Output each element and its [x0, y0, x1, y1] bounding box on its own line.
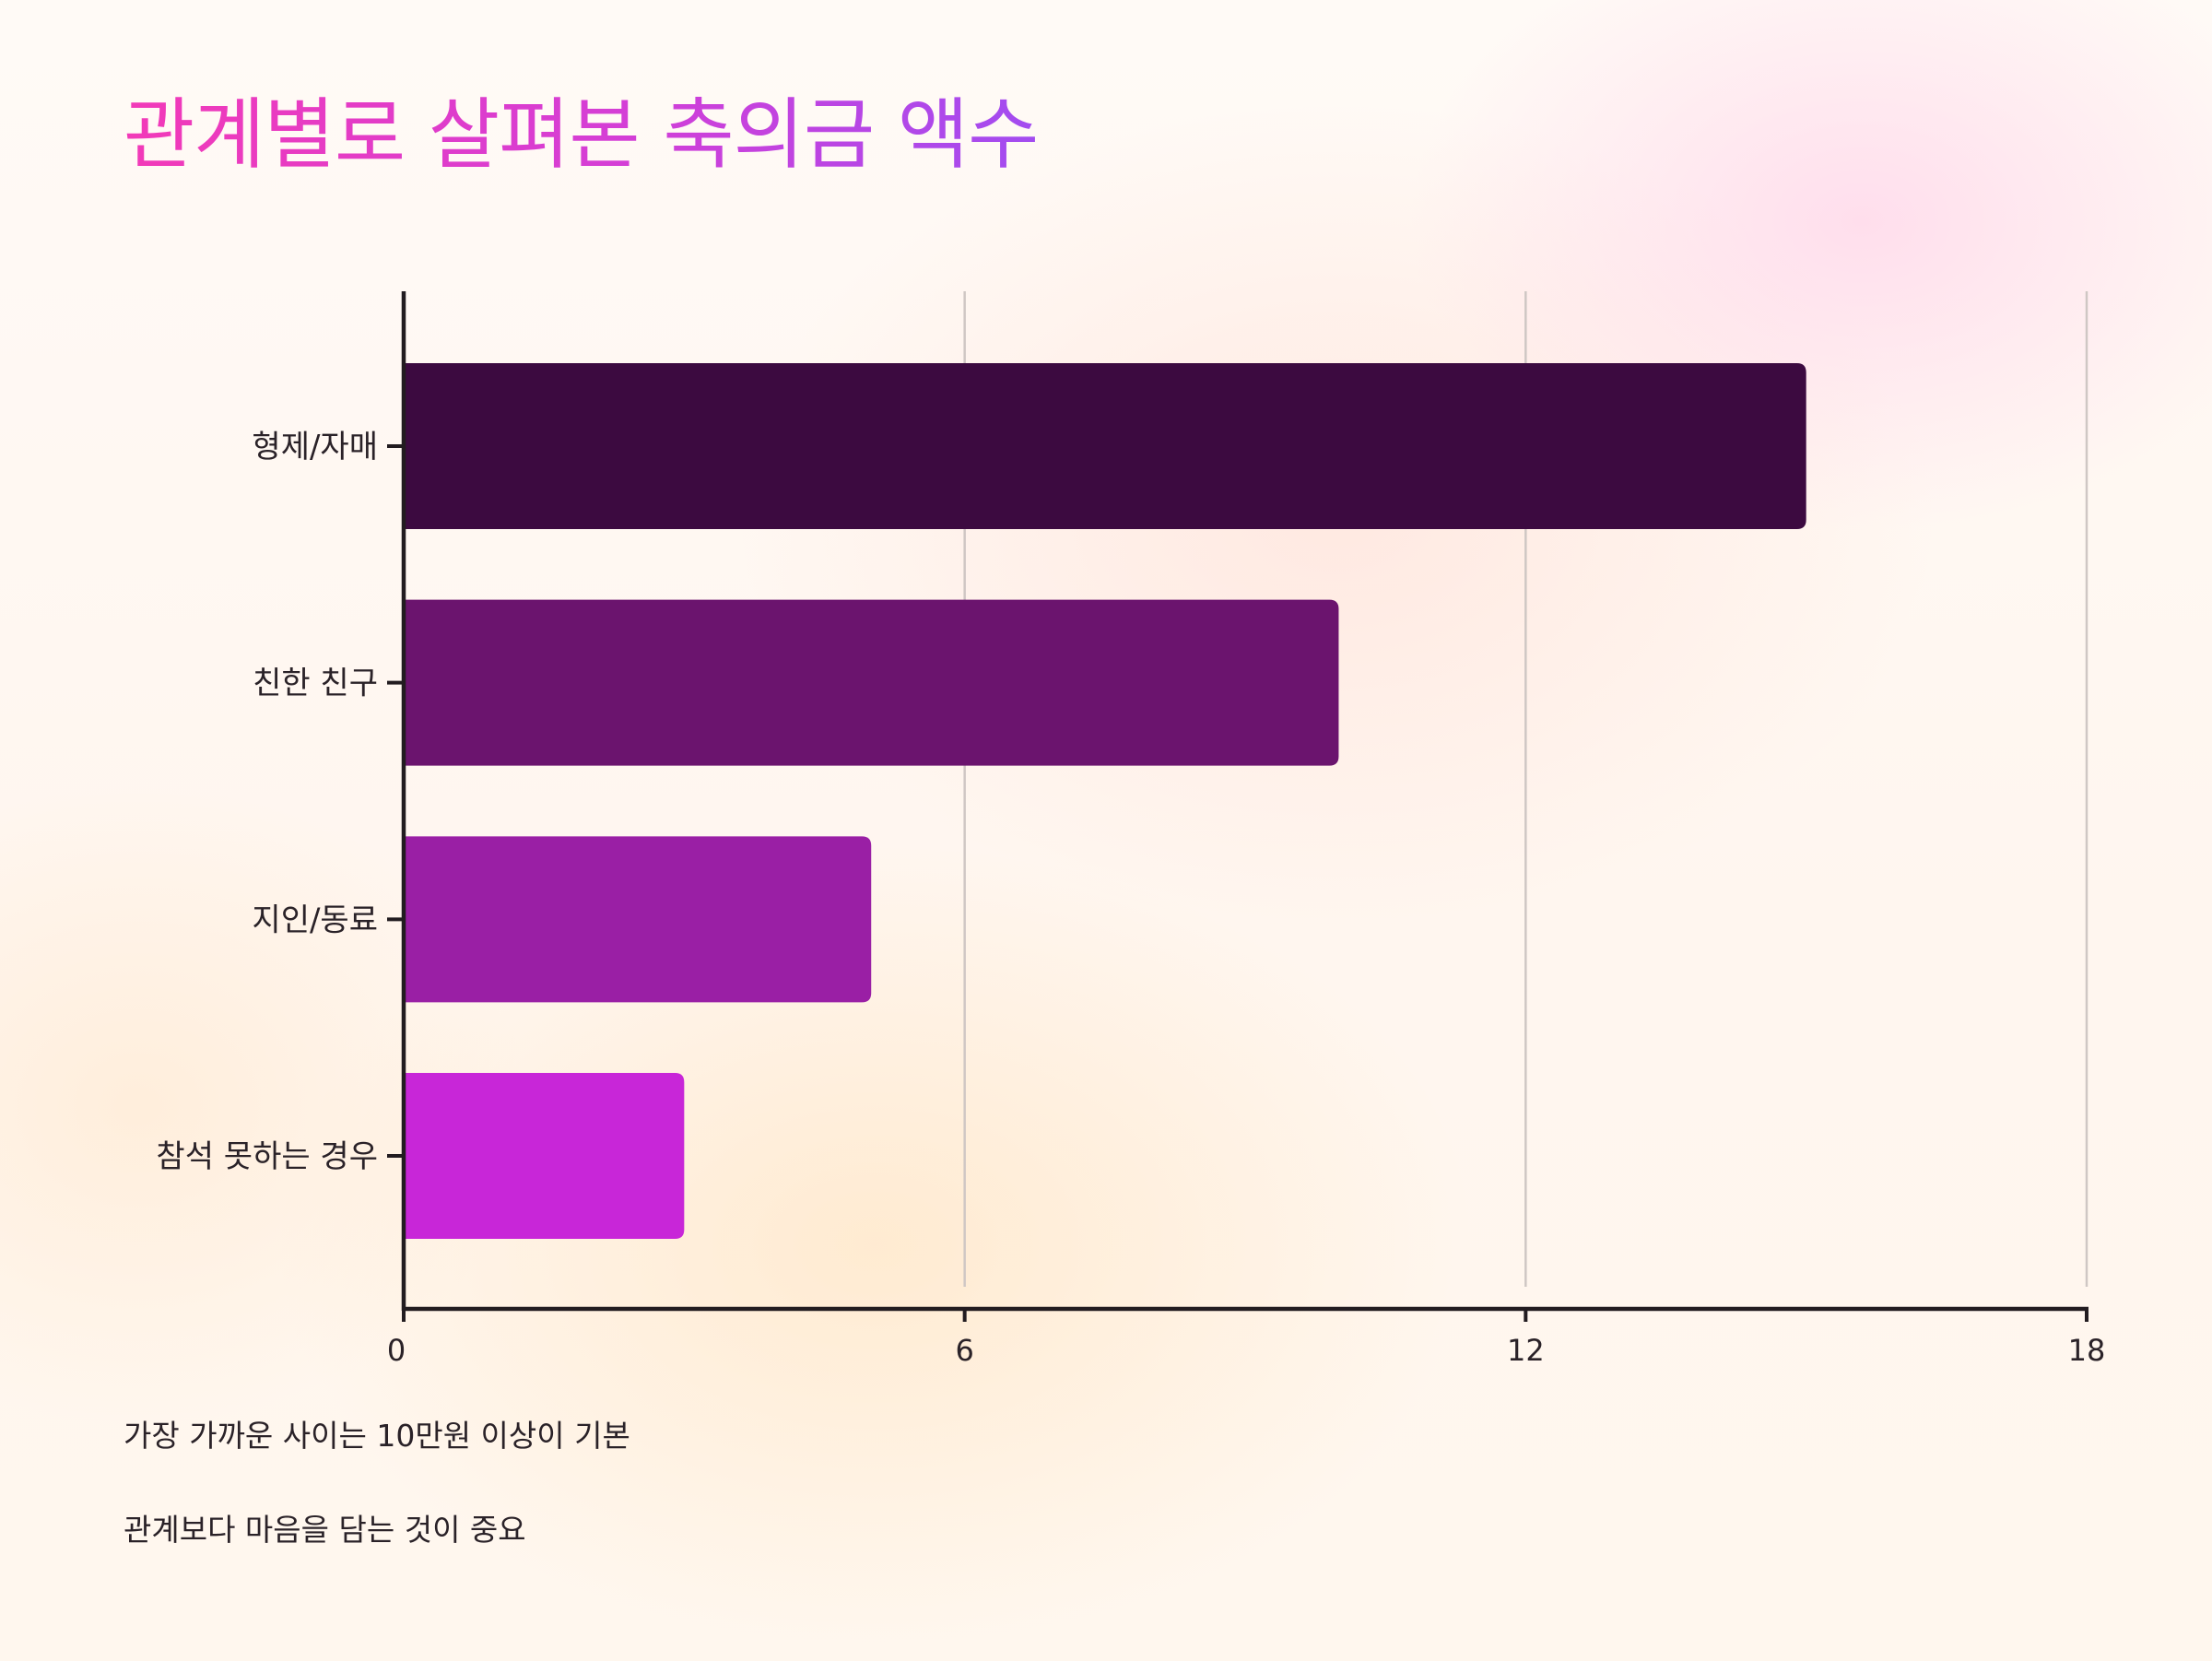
- category-label-4: 참석 못하는 경우: [156, 1138, 378, 1175]
- category-label-3: 지인/동료: [252, 901, 378, 938]
- bar-1: [404, 363, 1806, 529]
- x-tick-label-1: 6: [955, 1333, 973, 1368]
- note-2: 관계보다 마음을 담는 것이 중요: [124, 1512, 526, 1548]
- x-tick-label-0: 0: [387, 1333, 406, 1368]
- category-label-2: 친한 친구: [253, 666, 378, 702]
- x-tick-label-2: 12: [1507, 1333, 1545, 1368]
- bar-3: [404, 836, 872, 1003]
- bar-2: [404, 599, 1339, 766]
- bar-4: [404, 1073, 685, 1240]
- note-1: 가장 가까운 사이는 10만원 이상이 기본: [124, 1418, 630, 1454]
- x-tick-label-3: 18: [2068, 1333, 2106, 1368]
- axes: [387, 291, 2088, 1322]
- category-label-1: 형제/자매: [252, 429, 378, 465]
- bars: [404, 363, 1806, 1240]
- chart-title: 관계별로 살펴본 축의금 액수: [124, 89, 1039, 180]
